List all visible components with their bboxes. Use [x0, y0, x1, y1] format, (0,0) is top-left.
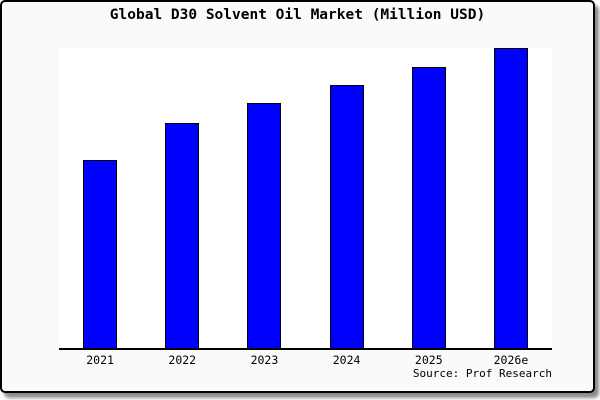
plot-area — [59, 47, 552, 350]
x-axis-tick-labels: 2021 2022 2023 2024 2025 2026e — [59, 353, 552, 367]
bar-2025 — [411, 67, 446, 348]
bar-2023 — [247, 103, 282, 348]
bar-slot-2026e — [470, 47, 552, 348]
bar-slot-2021 — [59, 48, 141, 348]
bar-2022 — [165, 122, 200, 348]
chart-title: Global D30 Solvent Oil Market (Million U… — [109, 7, 486, 23]
bar-slot-2022 — [141, 48, 223, 348]
bar-2021 — [83, 160, 118, 348]
x-tick-label-2025: 2025 — [414, 353, 443, 367]
x-tick-label-2023: 2023 — [250, 353, 279, 367]
x-tick-label-2026e: 2026e — [493, 353, 529, 367]
bar-slot-2023 — [223, 48, 305, 348]
bars-container — [59, 47, 552, 348]
chart-card: Global D30 Solvent Oil Market (Million U… — [0, 0, 595, 393]
bar-slot-2024 — [306, 48, 388, 348]
bar-slot-2025 — [388, 48, 470, 348]
source-credit: Source: Prof Research — [412, 367, 552, 380]
bar-2024 — [329, 84, 364, 348]
x-tick-label-2022: 2022 — [168, 353, 197, 367]
bar-2026e — [493, 47, 528, 348]
x-tick-label-2021: 2021 — [86, 353, 114, 367]
x-tick-label-2024: 2024 — [332, 353, 361, 367]
